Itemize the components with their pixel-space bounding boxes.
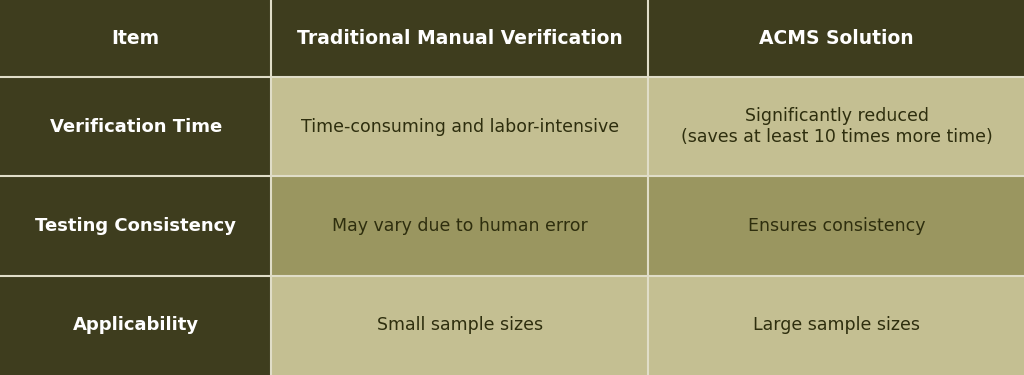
Bar bbox=[648, 0, 1024, 77]
Bar bbox=[271, 276, 648, 375]
Bar bbox=[0, 0, 271, 77]
Text: Applicability: Applicability bbox=[73, 316, 199, 334]
Bar bbox=[271, 176, 648, 276]
Bar bbox=[0, 77, 271, 176]
Text: Traditional Manual Verification: Traditional Manual Verification bbox=[297, 29, 623, 48]
Text: Ensures consistency: Ensures consistency bbox=[748, 217, 926, 235]
Text: Time-consuming and labor-intensive: Time-consuming and labor-intensive bbox=[301, 118, 618, 135]
Bar bbox=[0, 276, 271, 375]
Text: May vary due to human error: May vary due to human error bbox=[332, 217, 588, 235]
Bar bbox=[0, 176, 271, 276]
Text: Item: Item bbox=[112, 29, 160, 48]
Text: ACMS Solution: ACMS Solution bbox=[759, 29, 914, 48]
Bar bbox=[271, 77, 648, 176]
Bar bbox=[648, 176, 1024, 276]
Bar bbox=[648, 276, 1024, 375]
Text: Verification Time: Verification Time bbox=[49, 118, 222, 135]
Bar bbox=[271, 0, 648, 77]
Text: Significantly reduced
(saves at least 10 times more time): Significantly reduced (saves at least 10… bbox=[681, 107, 992, 146]
Text: Testing Consistency: Testing Consistency bbox=[35, 217, 237, 235]
Bar bbox=[648, 77, 1024, 176]
Text: Small sample sizes: Small sample sizes bbox=[377, 316, 543, 334]
Text: Large sample sizes: Large sample sizes bbox=[753, 316, 921, 334]
